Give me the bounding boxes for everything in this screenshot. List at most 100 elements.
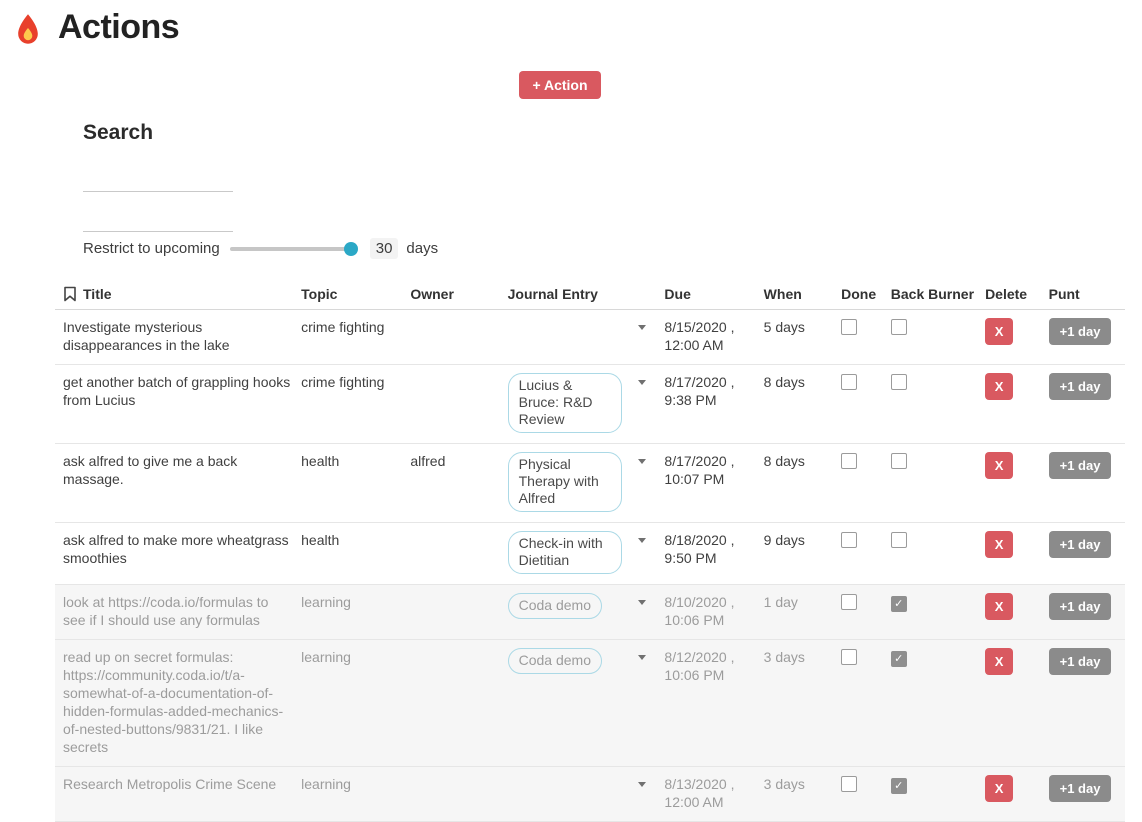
journal-entry-chip[interactable]: Lucius & Bruce: R&D Review [507, 373, 622, 433]
back-burner-cell [883, 648, 977, 756]
punt-button[interactable]: +1 day [1048, 531, 1112, 558]
chevron-down-icon[interactable] [637, 655, 646, 660]
when-cell: 3 days [763, 776, 805, 792]
punt-cell: +1 day [1041, 775, 1125, 811]
due-cell[interactable]: 8/12/2020 , 10:06 PM [656, 648, 755, 756]
owner-cell[interactable] [402, 648, 499, 756]
journal-entry-cell: Physical Therapy with Alfred [500, 452, 657, 512]
title-cell[interactable]: ask alfred to give me a back massage. [63, 453, 238, 487]
back-burner-checkbox[interactable] [890, 596, 907, 612]
done-checkbox[interactable] [841, 776, 858, 792]
owner-cell[interactable] [402, 775, 499, 811]
delete-button[interactable]: X [985, 531, 1014, 558]
topic-cell[interactable]: crime fighting [301, 374, 385, 390]
table-row: look at https://coda.io/formulas to see … [55, 585, 1125, 640]
chevron-down-icon[interactable] [637, 600, 646, 605]
due-cell[interactable]: 8/10/2020 , 10:06 PM [656, 593, 755, 629]
topic-cell[interactable]: crime fighting [301, 319, 385, 335]
chevron-down-icon[interactable] [637, 538, 646, 543]
title-cell[interactable]: ask alfred to make more wheatgrass smoot… [63, 532, 289, 566]
back-burner-checkbox[interactable] [890, 453, 907, 469]
owner-cell[interactable]: alfred [410, 453, 446, 469]
column-header-due[interactable]: Due [664, 286, 691, 302]
add-action-button[interactable]: + Action [519, 71, 601, 99]
delete-button[interactable]: X [985, 373, 1014, 400]
topic-cell[interactable]: health [301, 453, 340, 469]
topic-cell[interactable]: learning [301, 776, 351, 792]
slider-unit: days [406, 240, 439, 257]
slider-thumb[interactable] [343, 241, 358, 256]
topic-cell[interactable]: health [301, 532, 340, 548]
journal-chip-area[interactable]: Lucius & Bruce: R&D Review [507, 373, 630, 433]
journal-entry-cell: Coda demo [500, 648, 657, 756]
journal-chip-area[interactable]: Physical Therapy with Alfred [507, 452, 630, 512]
delete-button[interactable]: X [985, 775, 1014, 802]
column-header-title[interactable]: Title [55, 285, 293, 303]
column-label: Title [83, 286, 112, 302]
title-cell[interactable]: look at https://coda.io/formulas to see … [63, 594, 269, 628]
due-cell[interactable]: 8/17/2020 , 10:07 PM [656, 452, 755, 512]
journal-chip-area[interactable]: Check-in with Dietitian [507, 531, 630, 574]
punt-button[interactable]: +1 day [1048, 593, 1112, 620]
owner-cell[interactable] [402, 318, 499, 354]
back-burner-checkbox[interactable] [890, 778, 907, 794]
owner-cell[interactable] [402, 593, 499, 629]
due-date: 8/15/2020 , [664, 319, 735, 335]
due-cell[interactable]: 8/15/2020 , 12:00 AM [656, 318, 755, 354]
journal-chip-area[interactable]: Coda demo [507, 593, 630, 619]
owner-cell[interactable] [402, 373, 499, 433]
journal-entry-chip[interactable]: Physical Therapy with Alfred [507, 452, 622, 512]
title-cell[interactable]: get another batch of grappling hooks fro… [63, 374, 291, 408]
journal-entry-chip[interactable]: Coda demo [507, 593, 602, 619]
due-cell[interactable]: 8/17/2020 , 9:38 PM [656, 373, 755, 433]
page-title: Actions [58, 8, 180, 46]
delete-button[interactable]: X [985, 648, 1014, 675]
column-header-done[interactable]: Done [841, 286, 877, 302]
page-header: Actions [0, 0, 1142, 47]
chevron-down-icon[interactable] [637, 325, 646, 330]
done-cell [833, 531, 883, 574]
journal-entry-chip[interactable]: Check-in with Dietitian [507, 531, 622, 574]
punt-button[interactable]: +1 day [1048, 373, 1112, 400]
back-burner-checkbox[interactable] [890, 532, 907, 548]
title-cell[interactable]: Research Metropolis Crime Scene [63, 776, 277, 792]
chevron-down-icon[interactable] [637, 459, 646, 464]
delete-button[interactable]: X [985, 318, 1014, 345]
done-checkbox[interactable] [841, 319, 858, 335]
punt-button[interactable]: +1 day [1048, 318, 1112, 345]
column-header-owner[interactable]: Owner [410, 286, 454, 302]
done-checkbox[interactable] [841, 374, 858, 390]
title-cell[interactable]: Investigate mysterious disappearances in… [63, 319, 230, 353]
topic-cell[interactable]: learning [301, 649, 351, 665]
done-checkbox[interactable] [841, 649, 858, 665]
column-header-journal-entry[interactable]: Journal Entry [507, 286, 598, 302]
search-input-secondary[interactable] [83, 210, 233, 232]
delete-button[interactable]: X [985, 452, 1014, 479]
chevron-down-icon[interactable] [637, 782, 646, 787]
search-input[interactable] [83, 170, 233, 192]
punt-button[interactable]: +1 day [1048, 648, 1112, 675]
back-burner-checkbox[interactable] [890, 374, 907, 390]
column-header-back-burner[interactable]: Back Burner [890, 286, 975, 302]
done-checkbox[interactable] [841, 594, 858, 610]
back-burner-checkbox[interactable] [890, 319, 907, 335]
delete-button[interactable]: X [985, 593, 1014, 620]
due-cell[interactable]: 8/18/2020 , 9:50 PM [656, 531, 755, 574]
topic-cell[interactable]: learning [301, 594, 351, 610]
punt-button[interactable]: +1 day [1048, 452, 1112, 479]
punt-button[interactable]: +1 day [1048, 775, 1112, 802]
chevron-down-icon[interactable] [637, 380, 646, 385]
days-slider[interactable] [229, 241, 358, 256]
column-header-topic[interactable]: Topic [301, 286, 338, 302]
journal-chip-area[interactable]: Coda demo [507, 648, 630, 674]
back-burner-checkbox[interactable] [890, 651, 907, 667]
journal-entry-chip[interactable]: Coda demo [507, 648, 602, 674]
due-cell[interactable]: 8/13/2020 , 12:00 AM [656, 775, 755, 811]
done-checkbox[interactable] [841, 532, 858, 548]
column-header-delete[interactable]: Delete [985, 286, 1028, 302]
owner-cell[interactable] [402, 531, 499, 574]
done-checkbox[interactable] [841, 453, 858, 469]
column-header-when[interactable]: When [763, 286, 802, 302]
title-cell[interactable]: read up on secret formulas: https://comm… [63, 649, 284, 755]
column-header-punt[interactable]: Punt [1048, 286, 1080, 302]
